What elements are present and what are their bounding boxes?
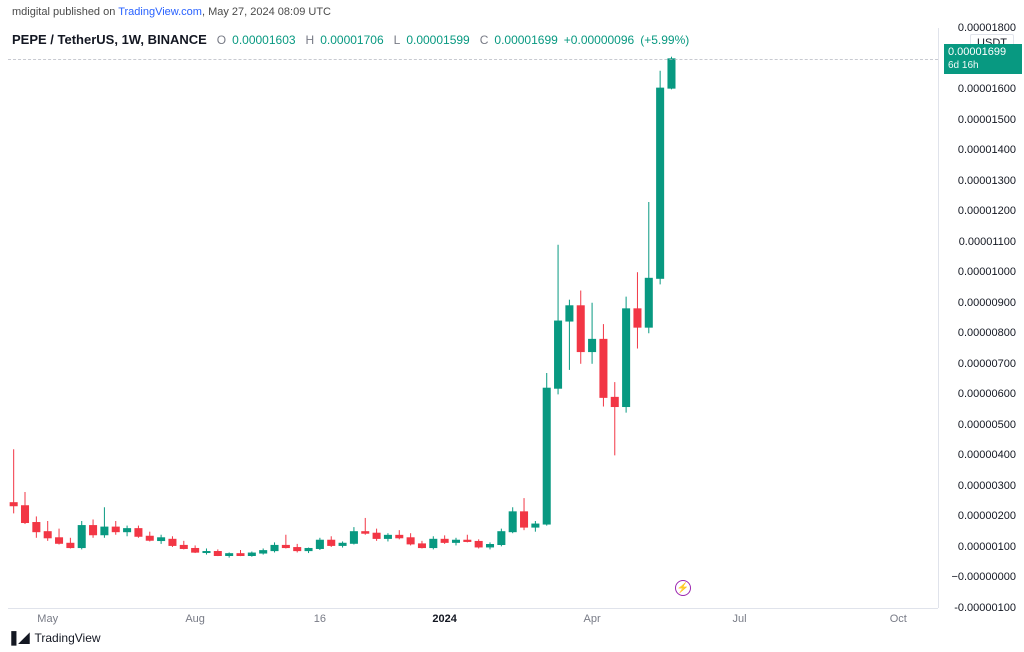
y-axis-tick: 0.00001000 [958,266,1016,278]
y-axis-tick: 0.00000200 [958,510,1016,522]
y-axis-tick: 0.00001200 [958,205,1016,217]
y-axis-tick: 0.00001800 [958,22,1016,34]
candlestick-chart [8,28,938,608]
y-axis-tick: −0.00000000 [951,571,1016,583]
y-axis-tick: 0.00000700 [958,358,1016,370]
publish-suffix: , May 27, 2024 08:09 UTC [202,6,331,18]
publish-site[interactable]: TradingView.com [118,6,202,18]
x-axis-tick: 2024 [432,613,456,625]
y-axis-tick: 0.00000300 [958,480,1016,492]
y-axis-tick: 0.00000100 [958,541,1016,553]
x-axis-tick: Apr [584,613,601,625]
tradingview-badge[interactable]: ❚◢ TradingView [8,629,101,646]
y-axis-tick: 0.00000500 [958,419,1016,431]
last-price-line [8,59,938,60]
y-axis-tick: 0.00001100 [959,236,1016,248]
y-axis-tick: 0.00000600 [958,388,1016,400]
tradingview-brand: TradingView [35,631,101,645]
y-axis-tick: 0.00001600 [958,83,1016,95]
y-axis-tick: 0.00000400 [958,449,1016,461]
y-axis-tick: 0.00000900 [958,297,1016,309]
publish-prefix: mdigital published on [12,6,118,18]
y-axis-tick: 0.00001400 [958,144,1016,156]
price-axis[interactable]: USDT 0.000018000.000016000.000015000.000… [938,28,1022,608]
x-axis-tick: 16 [314,613,326,625]
publish-line: mdigital published on TradingView.com, M… [12,6,331,18]
x-axis-tick: May [37,613,58,625]
x-axis-tick: Jul [732,613,746,625]
event-marker-icon[interactable]: ⚡ [675,580,691,596]
tradingview-logo-icon: ❚◢ [8,629,29,646]
x-axis-tick: Oct [890,613,907,625]
time-axis[interactable]: May Aug 16 2024 Apr Jul Oct [8,608,938,628]
last-price-label: 0.000016996d 16h [944,44,1022,74]
x-axis-tick: Aug [185,613,205,625]
y-axis-tick: 0.00001500 [958,114,1016,126]
y-axis-tick: 0.00001300 [958,175,1016,187]
chart-pane[interactable]: ⚡ [8,28,938,608]
y-axis-tick: 0.00000800 [958,327,1016,339]
y-axis-tick: -0.00000100 [954,602,1016,614]
